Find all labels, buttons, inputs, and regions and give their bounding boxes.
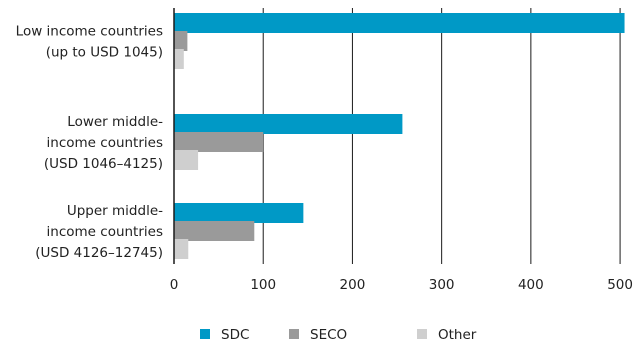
- x-tick-labels: 0 100 200 300 400 500: [170, 277, 633, 293]
- bar-sdc-2: [174, 203, 304, 223]
- legend-swatch-sdc: [200, 329, 210, 339]
- bar-seco-2: [174, 221, 255, 241]
- legend-label-seco: SECO: [310, 327, 347, 343]
- category-label-0: Low income countries (up to USD 1045): [16, 24, 163, 61]
- category-label-1: Lower middle-income countries (USD 1046–4…: [44, 114, 163, 172]
- x-tick-label-100: 100: [250, 277, 276, 293]
- bar-seco-1: [174, 132, 264, 152]
- legend-label-sdc: SDC: [221, 327, 249, 343]
- legend-swatch-seco: [289, 329, 299, 339]
- legend: SDC SECO Other: [200, 327, 477, 343]
- category-label-2: Upper middle-income countries (USD 4126–1…: [35, 203, 163, 261]
- bar-sdc-0: [174, 13, 625, 33]
- bar-other-0: [174, 49, 184, 69]
- bar-other-2: [174, 239, 189, 259]
- x-tick-label-0: 0: [170, 277, 179, 293]
- bars: [174, 13, 625, 259]
- gridlines: [262, 8, 621, 264]
- legend-swatch-other: [417, 329, 427, 339]
- x-tick-label-300: 300: [429, 277, 455, 293]
- legend-label-other: Other: [438, 327, 477, 343]
- bar-other-1: [174, 150, 199, 170]
- category-labels: Low income countries (up to USD 1045) Lowe…: [16, 24, 163, 262]
- x-tick-label-200: 200: [340, 277, 366, 293]
- x-tick-label-500: 500: [607, 277, 633, 293]
- bar-seco-0: [174, 31, 188, 51]
- x-tick-label-400: 400: [518, 277, 544, 293]
- bar-sdc-1: [174, 114, 403, 134]
